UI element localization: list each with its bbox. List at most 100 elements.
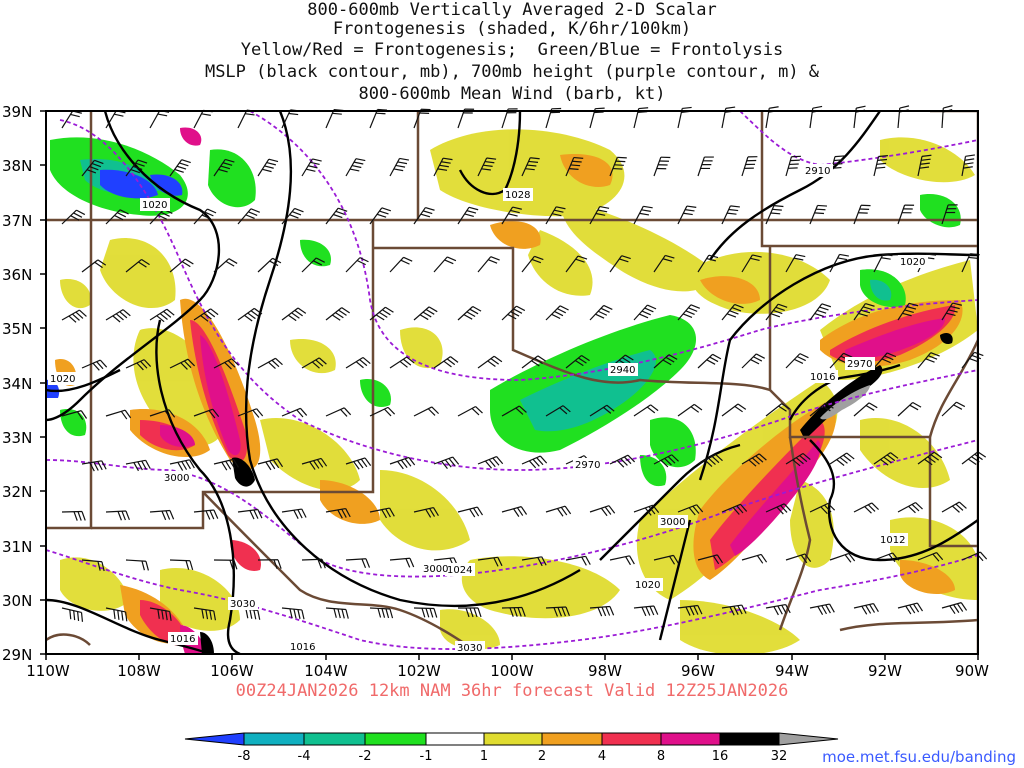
lon-label: 92W: [868, 662, 902, 680]
wind-barb-flag: [400, 259, 410, 265]
wind-barb-staff: [609, 255, 623, 273]
wind-barb-flag: [361, 558, 367, 569]
wind-barb-flag: [318, 357, 327, 365]
wind-barb-flag: [174, 168, 184, 173]
colorbar-label: -4: [298, 749, 311, 764]
wind-barb-flag: [113, 609, 116, 620]
wind-barb-staff: [345, 457, 366, 465]
wind-barb-flag: [926, 253, 937, 256]
wind-barb-flag: [444, 459, 452, 468]
wind-barb-flag: [734, 303, 744, 309]
wind-barb-flag: [581, 354, 590, 362]
wind-barb-flag: [531, 360, 540, 367]
wind-barb-flag: [641, 209, 651, 212]
wind-barb-staff: [565, 555, 586, 561]
wind-barb-flag: [300, 407, 308, 416]
wind-barb-staff: [345, 257, 361, 273]
wind-barb-flag: [773, 309, 783, 315]
wind-barb-flag: [943, 105, 953, 109]
wind-barb-flag: [232, 459, 239, 468]
wind-barb-flag: [909, 404, 919, 411]
wind-barb-staff: [301, 558, 323, 561]
wind-barb-staff: [389, 456, 410, 465]
wind-barb-staff: [809, 303, 823, 321]
wind-barb-staff: [785, 553, 806, 561]
wind-barb-flag: [406, 356, 415, 364]
wind-barb-flag: [184, 258, 194, 265]
lon-label: 96W: [681, 662, 715, 680]
wind-barb-flag: [513, 308, 523, 314]
wind-barb-flag: [796, 355, 806, 362]
wind-barb-flag: [930, 454, 940, 461]
wind-barb-flag: [569, 168, 579, 170]
wind-barb-flag: [825, 604, 831, 614]
wind-barb-flag: [70, 215, 80, 221]
colorbar-label: 8: [657, 749, 665, 764]
wind-barb-flag: [157, 214, 168, 220]
wind-barb-flag: [205, 609, 209, 620]
wind-barb-flag: [950, 305, 960, 310]
wind-barb-flag: [908, 505, 916, 514]
wind-barb-flag: [595, 313, 605, 319]
source-credit[interactable]: moe.met.fsu.edu/banding: [822, 748, 1016, 766]
wind-barb-staff: [721, 205, 731, 225]
wind-barb-flag: [704, 459, 713, 467]
wind-barb-flag: [119, 209, 129, 215]
wind-barb-flag: [99, 359, 108, 368]
wind-barb-flag: [291, 312, 300, 319]
wind-barb-flag: [289, 608, 293, 619]
wind-barb-flag: [804, 553, 812, 562]
wind-barb-flag: [493, 557, 499, 567]
wind-barb-flag: [556, 308, 567, 314]
wind-barb-flag: [948, 309, 958, 313]
wind-barb-flag: [770, 212, 781, 215]
wind-barb-flag: [70, 113, 80, 118]
wind-barb-flag: [800, 554, 808, 564]
wind-barb-flag: [275, 357, 283, 366]
wind-barb-flag: [377, 108, 388, 111]
wind-barb-flag: [225, 460, 232, 470]
wind-barb-flag: [965, 154, 975, 157]
wind-barb-flag: [425, 207, 435, 211]
wind-barb-staff: [125, 258, 142, 273]
wind-barb-staff: [653, 157, 662, 177]
wind-barb-flag: [869, 604, 876, 613]
wind-barb-staff: [149, 308, 168, 321]
wind-barb-flag: [601, 606, 607, 617]
wind-barb-staff: [961, 451, 979, 465]
wind-barb-staff: [61, 510, 83, 513]
wind-barb-flag: [225, 260, 235, 267]
wind-barb-flag: [912, 401, 922, 408]
wind-barb-staff: [325, 207, 339, 225]
wind-barb-flag: [337, 509, 343, 519]
wind-barb-flag: [73, 511, 78, 521]
wind-barb-flag: [399, 157, 409, 161]
wind-barb-staff: [765, 205, 775, 225]
wind-barb-flag: [185, 460, 191, 470]
wind-barb-flag: [881, 257, 891, 260]
wind-barb-staff: [213, 159, 226, 177]
wind-barb-flag: [597, 209, 608, 213]
wind-barb-flag: [629, 555, 635, 565]
wind-barb-flag: [389, 507, 395, 517]
wind-barb-flag: [227, 360, 236, 368]
wind-barb-flag: [78, 309, 87, 317]
wind-barb-flag: [201, 609, 205, 619]
wind-barb-flag: [338, 207, 348, 212]
wind-barb-staff: [785, 353, 801, 369]
wind-barb-flag: [441, 161, 451, 164]
wind-barb-flag: [333, 213, 343, 219]
wind-barb-flag: [919, 166, 930, 169]
wind-barb-flag: [360, 458, 368, 468]
wind-barb-flag: [313, 260, 323, 266]
wind-barb-staff: [149, 409, 170, 417]
wind-barb-flag: [599, 205, 610, 209]
wind-barb-flag: [697, 605, 703, 615]
wind-barb-staff: [677, 504, 697, 513]
wind-barb-flag: [247, 312, 256, 320]
wind-barb-flag: [180, 362, 188, 370]
wind-barb-flag: [958, 501, 967, 509]
wind-barb-staff: [369, 109, 379, 129]
wind-barb-flag: [397, 461, 404, 470]
wind-barb-flag: [565, 606, 570, 617]
